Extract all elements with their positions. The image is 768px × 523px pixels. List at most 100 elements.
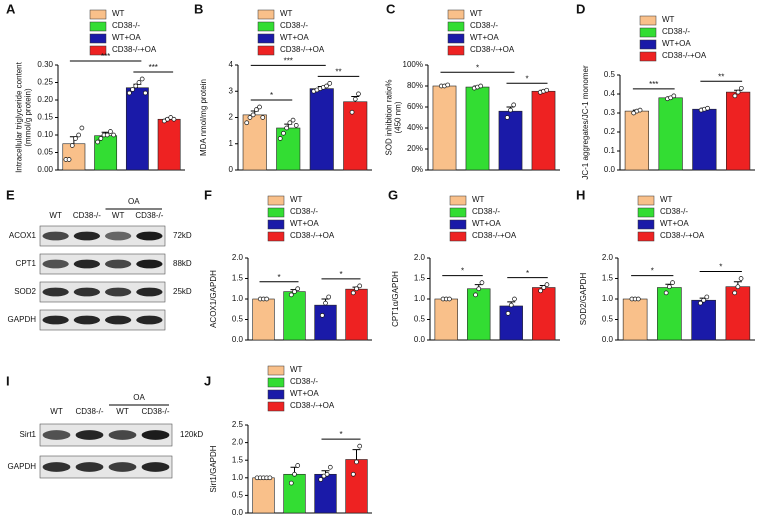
data-point — [73, 136, 78, 141]
data-point — [352, 96, 358, 102]
y-tick-label: 0.5 — [604, 70, 616, 79]
y-tick-label: 2 — [229, 113, 234, 122]
y-axis-label: ACOX1/GAPDH — [209, 270, 218, 328]
data-point — [69, 143, 75, 148]
data-point — [735, 284, 741, 290]
bar — [725, 286, 751, 341]
bar — [283, 473, 306, 514]
blot-frame — [39, 455, 173, 479]
blot-band — [75, 462, 104, 472]
legend-label: WT+OA — [290, 389, 319, 398]
data-point — [171, 116, 177, 122]
y-tick-label: 40% — [407, 123, 423, 132]
data-point — [479, 280, 485, 285]
lane-label: WT — [50, 407, 63, 416]
bar — [432, 85, 457, 171]
legend-label: CD38-/-+OA — [662, 51, 707, 60]
data-point — [130, 87, 135, 92]
bar — [499, 305, 523, 341]
blot-band — [141, 430, 170, 440]
data-point — [667, 284, 672, 290]
y-tick-label: 0.30 — [37, 60, 53, 69]
bar — [532, 287, 556, 341]
group-label: OA — [133, 393, 145, 402]
blot-band — [105, 259, 132, 269]
data-point — [511, 102, 517, 108]
y-tick-label: 1.0 — [414, 294, 426, 303]
lane-label: CD38-/- — [141, 407, 169, 416]
legend-label: CD38-/-+OA — [660, 231, 705, 240]
data-point — [277, 136, 283, 141]
data-point — [79, 125, 85, 131]
bar — [345, 459, 368, 514]
y-tick-label: 1.5 — [232, 274, 244, 283]
blot-frame — [39, 281, 166, 303]
y-tick-label: 0.2 — [604, 127, 616, 136]
legend-label: CD38-/- — [280, 21, 308, 30]
lane-label: CD38-/- — [73, 211, 101, 220]
row-label: ACOX1 — [9, 231, 37, 240]
data-point — [357, 443, 363, 449]
legend-swatch — [267, 365, 285, 376]
data-point — [705, 105, 710, 111]
data-point — [538, 288, 543, 294]
y-tick-label: 0.1 — [604, 146, 616, 155]
data-point — [350, 471, 356, 477]
panel-label: F — [204, 187, 212, 202]
data-point — [670, 280, 675, 285]
legend-swatch — [447, 9, 465, 20]
y-axis-label: MDA nmol/mg protein — [199, 79, 208, 156]
blot-band — [136, 259, 163, 269]
data-point — [541, 285, 547, 290]
data-point — [732, 93, 738, 99]
data-point — [735, 89, 741, 95]
data-point — [264, 296, 270, 302]
y-axis-label: SOD inhibition ratio% — [385, 79, 394, 155]
data-point — [95, 139, 100, 145]
y-tick-label: 2.5 — [232, 420, 244, 429]
data-point — [287, 120, 293, 126]
bar — [622, 298, 648, 341]
legend-label: CD38-/-+OA — [472, 231, 517, 240]
size-label: 72kD — [173, 231, 192, 240]
bar — [252, 477, 275, 514]
legend-label: CD38-/- — [112, 21, 140, 30]
data-point — [447, 296, 452, 302]
data-point — [505, 311, 511, 316]
data-point — [473, 292, 478, 298]
y-tick-label: 0.5 — [602, 315, 614, 324]
y-tick-label: 0.20 — [37, 95, 53, 104]
bar — [345, 288, 368, 341]
significance-label: * — [476, 63, 479, 72]
data-point — [127, 90, 132, 96]
y-axis-label: CPT1α/GAPDH — [391, 271, 400, 327]
blot-band — [42, 259, 69, 269]
data-point — [136, 80, 142, 85]
legend-label: CD38-/-+OA — [470, 45, 515, 54]
y-tick-label: 2.0 — [414, 253, 426, 262]
legend-swatch — [449, 195, 467, 206]
legend-swatch — [639, 39, 657, 50]
bar — [157, 118, 181, 171]
blot-band — [105, 231, 132, 241]
legend-swatch — [267, 401, 285, 412]
legend-label: WT — [472, 195, 485, 204]
legend-swatch — [89, 45, 107, 56]
legend-label: WT+OA — [662, 39, 691, 48]
legend-swatch — [89, 21, 107, 32]
y-tick-label: 2.0 — [602, 253, 614, 262]
data-point — [478, 83, 484, 89]
bar — [434, 298, 458, 341]
legend-swatch — [639, 15, 657, 26]
y-tick-label: 0.0 — [414, 335, 426, 344]
blot-band — [73, 259, 100, 269]
y-axis-label: Intracellular triglyceride content — [15, 61, 24, 172]
bar — [252, 298, 275, 341]
data-point — [635, 296, 641, 302]
y-tick-label: 100% — [403, 60, 423, 69]
data-point — [508, 302, 514, 308]
data-point — [327, 464, 333, 470]
bar — [309, 88, 334, 171]
lane-label: CD38-/- — [75, 407, 103, 416]
